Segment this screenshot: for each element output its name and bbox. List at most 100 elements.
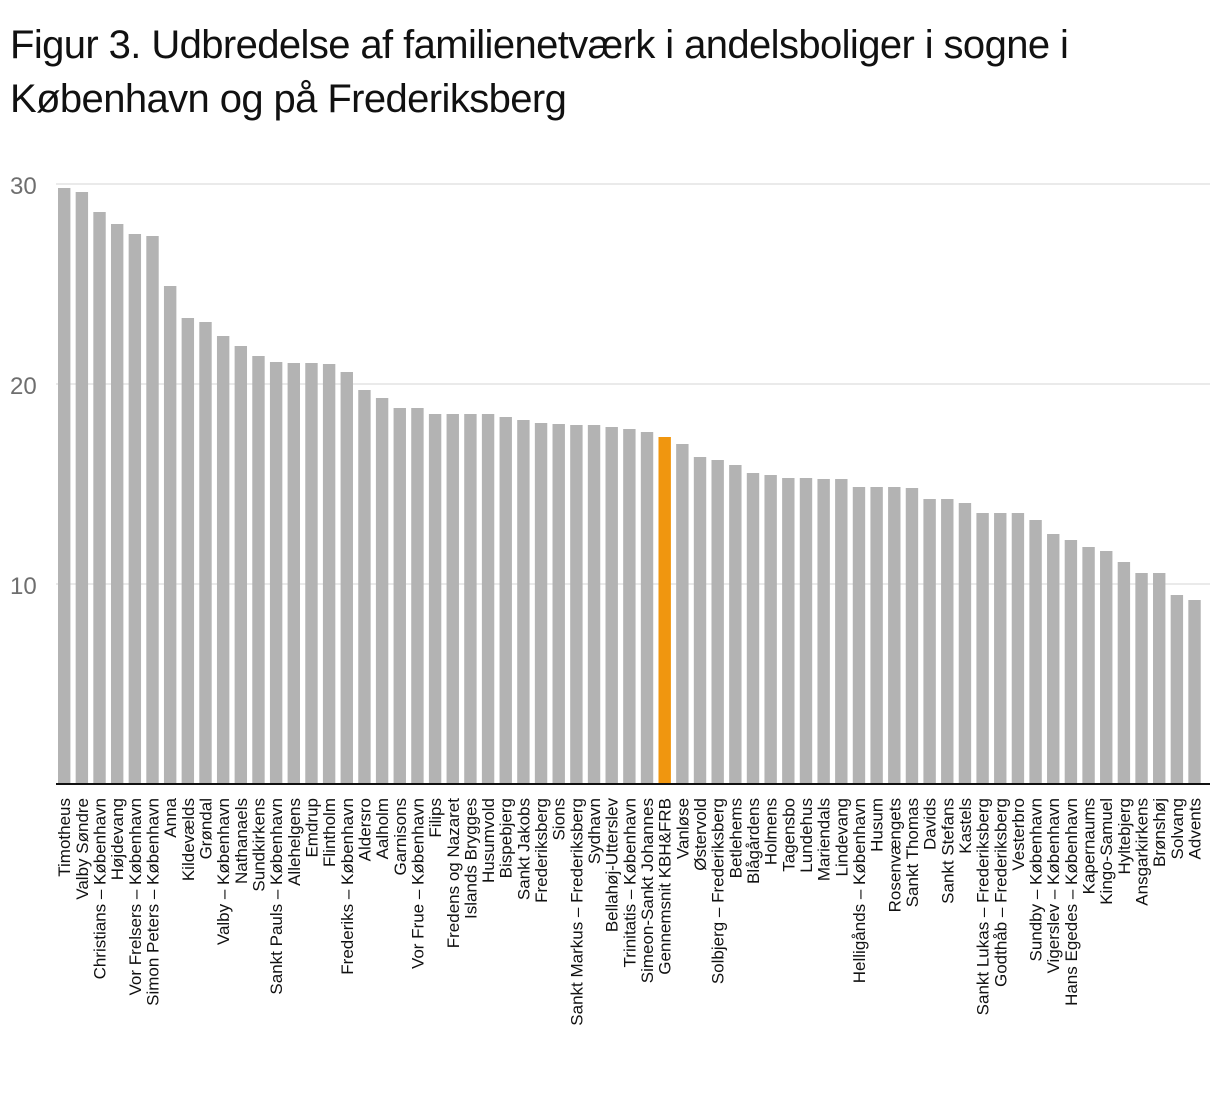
bar	[375, 398, 389, 784]
x-tick-label: Godthåb – Frederiksberg	[991, 798, 1010, 987]
bar	[852, 487, 866, 784]
x-tick-label: Vesterbro	[1009, 798, 1028, 871]
bar	[446, 414, 459, 784]
bar	[199, 322, 212, 784]
x-tick-label: Sankt Pauls – København	[267, 798, 286, 995]
x-tick-label: Timotheus	[55, 798, 74, 877]
y-tick-label: 10	[10, 573, 37, 600]
bar	[994, 513, 1007, 784]
x-tick-label: Gennemsnit KBH&FRB	[656, 798, 675, 975]
bar	[587, 425, 601, 784]
bar	[1011, 513, 1025, 784]
bar	[216, 336, 230, 784]
bar	[1153, 573, 1166, 784]
bar	[163, 286, 177, 784]
x-tick-label: Hans Egedes – København	[1062, 798, 1081, 1006]
x-tick-label: Frederiks – København	[338, 798, 357, 975]
x-tick-label: Fredens og Nazaret	[444, 798, 463, 949]
bar	[252, 356, 265, 784]
bar	[941, 499, 954, 784]
x-tick-label: Højdevang	[108, 798, 127, 880]
x-tick-label: Flintholm	[320, 798, 339, 867]
y-tick-label: 20	[10, 373, 37, 400]
bar	[817, 479, 830, 784]
x-tick-label: Islands Brygges	[461, 798, 480, 919]
x-tick-label: Hyltebjerg	[1115, 798, 1134, 875]
bar	[623, 429, 636, 784]
x-tick-label: Sankt Lukas – Frederiksberg	[974, 798, 993, 1015]
bar-highlight	[658, 437, 671, 784]
x-tick-label: Frederiksberg	[532, 798, 551, 903]
x-tick-label: Kastels	[956, 798, 975, 854]
x-tick-label: Sundby – København	[1027, 798, 1046, 962]
bar	[835, 479, 848, 784]
bar	[340, 372, 353, 784]
bar	[570, 425, 583, 784]
bar	[128, 234, 142, 784]
bar	[976, 513, 989, 784]
bar	[305, 363, 318, 784]
x-tick-label: Lundehus	[797, 798, 816, 873]
x-tick-label: Advents	[1186, 798, 1205, 859]
x-tick-label: Lindevang	[832, 798, 851, 876]
bar	[799, 478, 813, 784]
x-tick-label: Husum	[868, 798, 887, 852]
bar	[481, 414, 495, 784]
bar	[393, 408, 406, 784]
x-tick-label: Kapernaums	[1080, 798, 1099, 894]
bar	[517, 420, 530, 784]
bar	[411, 408, 424, 784]
x-tick-label: Betlehems	[726, 798, 745, 878]
x-tick-label: Grøndal	[196, 798, 215, 859]
bar	[905, 488, 919, 784]
x-tick-label: Vigerslev – København	[1044, 798, 1063, 973]
bar	[1135, 573, 1148, 784]
x-tick-label: Christians – København	[91, 798, 110, 979]
x-tick-label: Bispebjerg	[497, 798, 516, 878]
bar	[729, 465, 742, 784]
x-tick-label: Ansgarkirkens	[1133, 798, 1152, 906]
bar	[923, 499, 936, 784]
bar	[146, 236, 159, 784]
x-tick-label: Aalholm	[373, 798, 392, 859]
bar	[1082, 547, 1095, 784]
x-tick-label: Blågårdens	[744, 798, 763, 884]
x-tick-label: Solvang	[1168, 798, 1187, 859]
bar	[746, 473, 760, 784]
x-tick-label: Mariendals	[815, 798, 834, 881]
x-tick-label: Østervold	[691, 798, 710, 871]
bar	[676, 444, 689, 784]
x-tick-label: Sydhavn	[585, 798, 604, 864]
bar	[110, 224, 124, 784]
x-tick-label: Simon Peters – København	[144, 798, 163, 1006]
bar	[322, 364, 336, 784]
bar	[782, 478, 795, 784]
bar	[181, 318, 195, 784]
bar	[269, 362, 283, 784]
bar	[234, 346, 248, 784]
x-tick-label: Kingo-Samuel	[1097, 798, 1116, 905]
bar	[552, 424, 565, 784]
bar	[1188, 600, 1201, 784]
x-tick-label: Sankt Markus – Frederiksberg	[567, 798, 586, 1026]
x-tick-label: Vor Frue – København	[408, 798, 427, 969]
x-tick-label: Garnisons	[391, 798, 410, 875]
bar	[287, 363, 300, 784]
bar	[870, 487, 883, 784]
x-tick-label: Bellahøj-Utterslev	[603, 798, 622, 933]
bar	[693, 457, 707, 784]
x-tick-label: Helligånds – København	[850, 798, 869, 983]
x-tick-label: Vor Frelsers – København	[126, 798, 145, 995]
bar	[1117, 562, 1131, 784]
bar	[711, 460, 724, 784]
x-tick-label: Vanløse	[673, 798, 692, 859]
x-tick-label: Aldersro	[355, 798, 374, 861]
x-tick-label: Davids	[921, 798, 940, 850]
x-tick-label: Trinitatis – København	[620, 798, 639, 967]
x-tick-label: Tagensbo	[779, 798, 798, 872]
bar	[93, 212, 106, 784]
x-tick-label: Holmens	[762, 798, 781, 865]
x-tick-label: Kildevælds	[179, 798, 198, 881]
